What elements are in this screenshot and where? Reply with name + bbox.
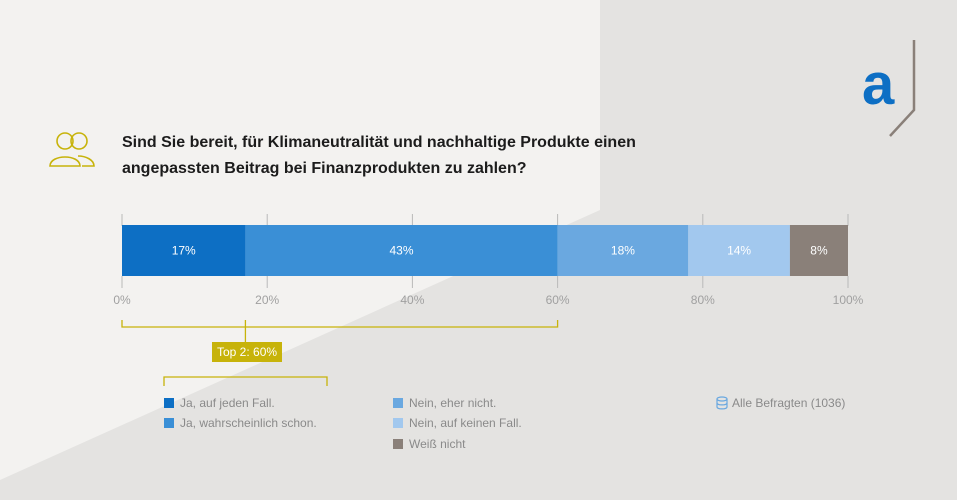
title-line-1: Sind Sie bereit, für Klimaneutralität un… — [122, 134, 636, 151]
bar-value-label: 18% — [611, 244, 635, 258]
sample-base: Alle Befragten (1036) — [716, 396, 845, 410]
bar-segment — [122, 225, 246, 276]
bar-segment — [557, 225, 689, 276]
title-line-2: angepassten Beitrag bei Finanzprodukten … — [122, 160, 527, 177]
x-tick-label: 20% — [255, 293, 279, 307]
legend-swatch — [393, 439, 403, 449]
legend-item-nein-eher-nicht: Nein, eher nicht. — [393, 396, 496, 410]
legend-label: Nein, auf keinen Fall. — [409, 416, 522, 430]
bar-segment — [789, 225, 848, 276]
legend-label: Nein, eher nicht. — [409, 396, 497, 410]
top2-bracket — [121, 320, 559, 328]
logo-letter: a — [862, 52, 895, 117]
legend-swatch — [393, 398, 403, 408]
sample-base-label: Alle Befragten (1036) — [732, 396, 846, 410]
x-tick-label: 80% — [691, 293, 715, 307]
bar-value-label: 8% — [810, 244, 828, 258]
x-tick-label: 60% — [546, 293, 570, 307]
database-icon — [716, 396, 728, 410]
legend-swatch — [164, 398, 174, 408]
brand-logo: a — [862, 40, 922, 144]
top2-label: Top 2: 60% — [212, 342, 283, 362]
bar-value-label: 43% — [389, 244, 413, 258]
bar-value-label: 17% — [172, 244, 196, 258]
legend-item-ja-wahrscheinlich: Ja, wahrscheinlich schon. — [164, 416, 317, 430]
x-tick-label: 0% — [113, 293, 131, 307]
legend-label: Ja, auf jeden Fall. — [180, 396, 275, 410]
legend-swatch — [393, 418, 403, 428]
legend-label: Weiß nicht — [409, 437, 466, 451]
legend-item-nein-keinen-fall: Nein, auf keinen Fall. — [393, 416, 522, 430]
legend-item-ja-jeden-fall: Ja, auf jeden Fall. — [164, 396, 275, 410]
bar-value-label: 14% — [727, 244, 751, 258]
legend-group-bracket — [163, 376, 328, 386]
people-icon — [49, 132, 95, 167]
x-tick-label: 40% — [400, 293, 424, 307]
chart-title: Sind Sie bereit, für Klimaneutralität un… — [122, 130, 742, 182]
bar-segment — [245, 225, 558, 276]
legend-item-weiss-nicht: Weiß nicht — [393, 437, 465, 451]
legend-label: Ja, wahrscheinlich schon. — [180, 416, 317, 430]
bar-segment — [688, 225, 790, 276]
x-tick-label: 100% — [833, 293, 864, 307]
legend-swatch — [164, 418, 174, 428]
